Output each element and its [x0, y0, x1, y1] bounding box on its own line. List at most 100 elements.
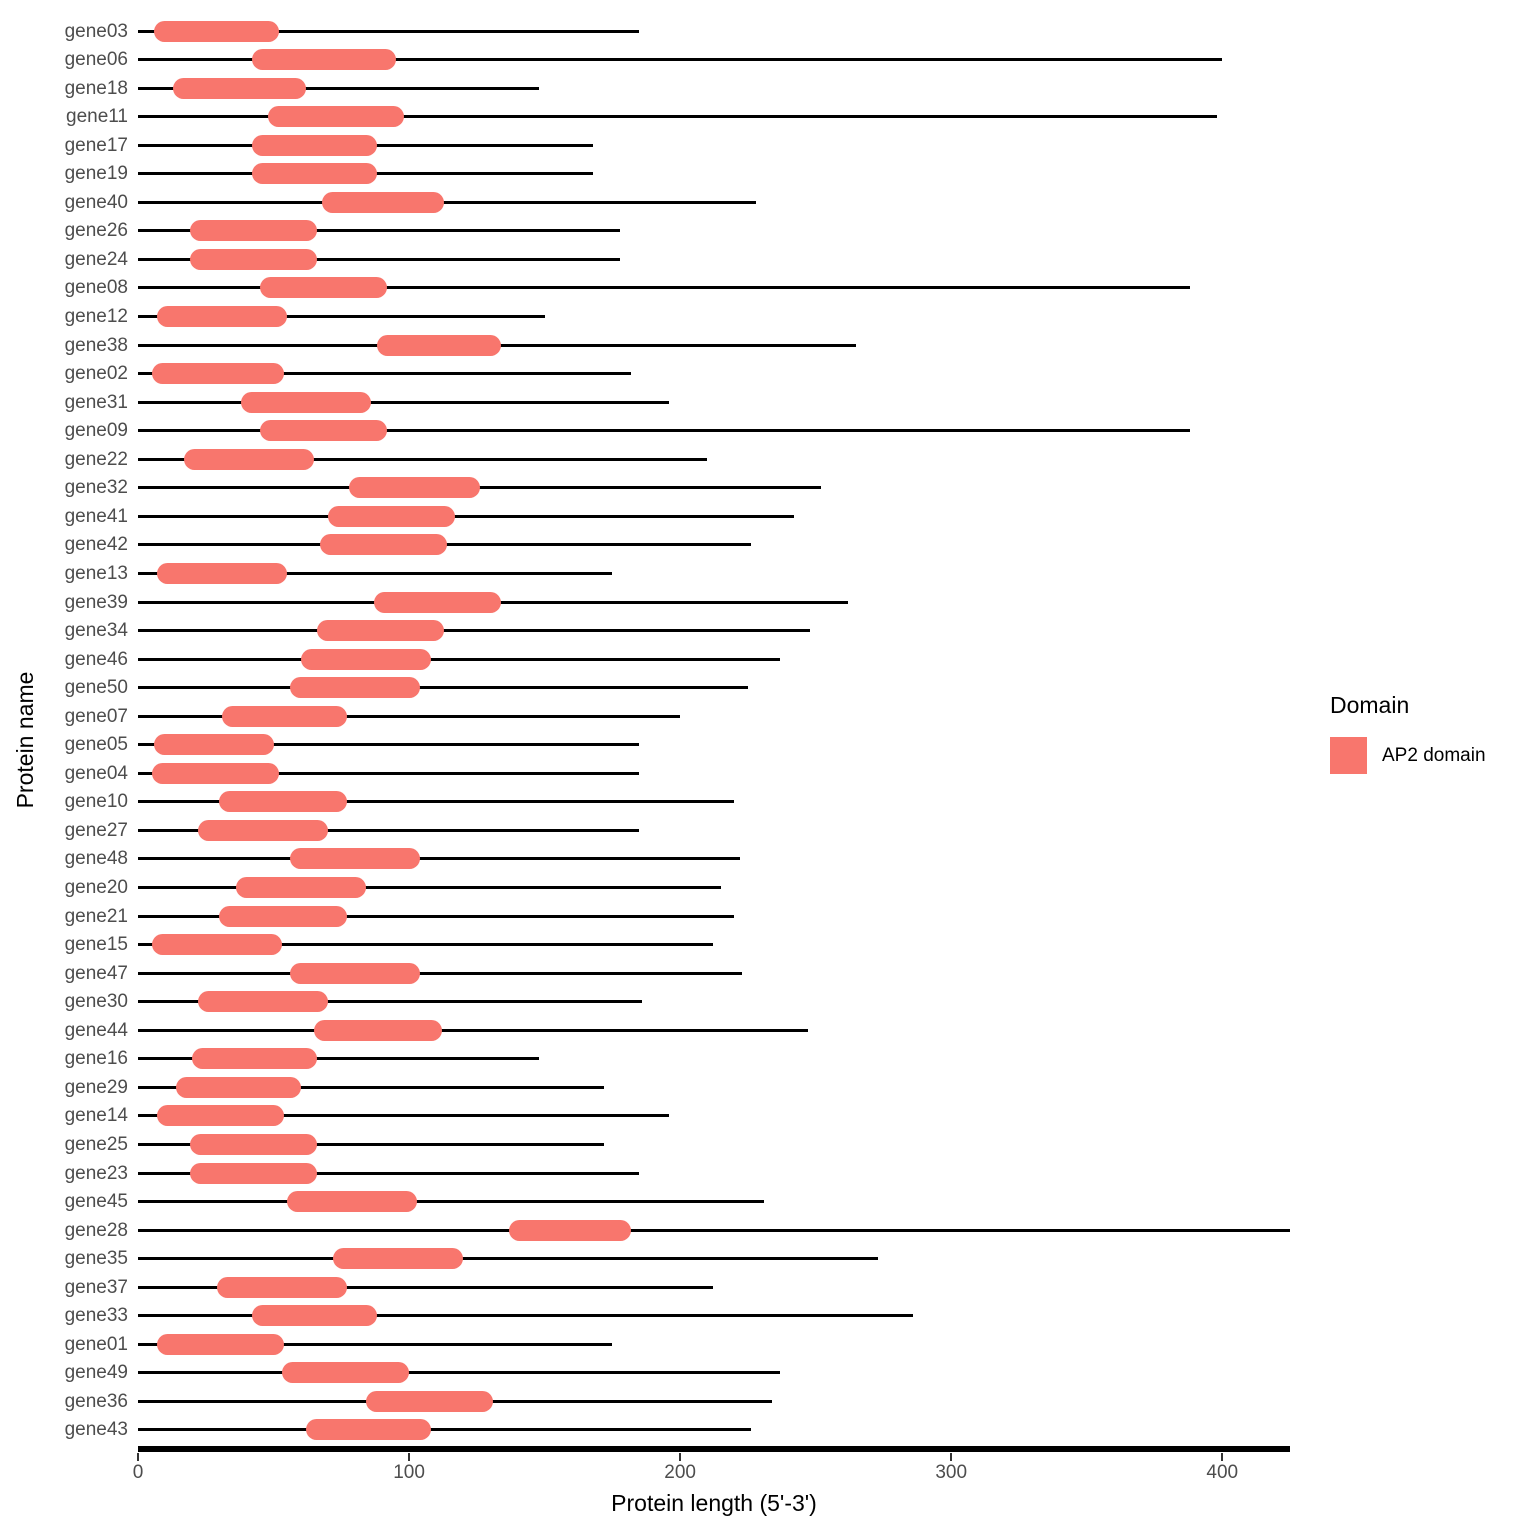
- ap2-domain-bar: [175, 1076, 301, 1098]
- legend-item: AP2 domain: [1330, 737, 1486, 774]
- ap2-domain-bar: [327, 505, 456, 527]
- ap2-domain-bar: [219, 791, 347, 813]
- x-tick-label: 400: [1206, 1462, 1239, 1483]
- y-axis-label-gene24: gene24: [64, 248, 128, 270]
- y-axis-label-gene03: gene03: [64, 20, 128, 42]
- ap2-domain-bar: [222, 705, 347, 727]
- protein-length-line: [138, 200, 756, 204]
- protein-length-line: [138, 486, 822, 490]
- ap2-domain-bar: [189, 220, 317, 242]
- y-axis-label-gene44: gene44: [64, 1019, 128, 1041]
- ap2-domain-bar: [173, 77, 307, 99]
- protein-length-line: [138, 58, 1223, 62]
- ap2-domain-bar: [268, 106, 404, 128]
- ap2-domain-bar: [154, 20, 279, 42]
- protein-length-line: [138, 571, 613, 575]
- ap2-domain-bar: [235, 877, 366, 898]
- protein-length-line: [138, 1028, 808, 1032]
- y-axis-label-gene43: gene43: [64, 1419, 128, 1441]
- protein-length-line: [138, 457, 708, 461]
- ap2-domain-bar: [373, 591, 502, 613]
- ap2-domain-bar: [216, 1276, 347, 1298]
- y-axis-label-gene28: gene28: [64, 1219, 128, 1241]
- ap2-domain-bar: [189, 1133, 317, 1155]
- ap2-domain-bar: [156, 1333, 285, 1355]
- legend-title: Domain: [1330, 692, 1410, 718]
- x-axis-title: Protein length (5'-3'): [611, 1490, 817, 1516]
- y-axis-label-gene40: gene40: [64, 191, 128, 213]
- y-axis-label-gene31: gene31: [64, 391, 128, 413]
- y-axis-label-gene33: gene33: [64, 1305, 128, 1327]
- x-tick-mark: [1220, 1453, 1224, 1461]
- ap2-domain-bar: [154, 734, 274, 756]
- protein-length-line: [138, 1314, 914, 1318]
- y-axis-label-gene09: gene09: [64, 420, 128, 442]
- ap2-domain-bar: [349, 477, 480, 499]
- protein-length-line: [138, 1200, 765, 1204]
- ap2-domain-bar: [241, 391, 372, 413]
- protein-length-line: [138, 886, 721, 889]
- y-axis-label-gene36: gene36: [64, 1390, 128, 1412]
- y-axis-label-gene42: gene42: [64, 534, 128, 556]
- y-axis-label-gene17: gene17: [64, 134, 128, 156]
- y-axis-label-gene22: gene22: [64, 448, 128, 470]
- x-axis-line: [138, 1446, 1290, 1452]
- protein-length-line: [138, 372, 632, 376]
- protein-length-line: [138, 714, 681, 718]
- x-tick-label: 300: [935, 1462, 968, 1483]
- ap2-domain-bar: [322, 191, 445, 213]
- ap2-domain-bar: [289, 677, 420, 699]
- protein-length-line: [138, 857, 740, 861]
- x-tick-mark: [136, 1453, 140, 1461]
- protein-length-line: [138, 1257, 878, 1261]
- ap2-domain-bar: [197, 991, 328, 1013]
- y-axis-label-gene50: gene50: [64, 677, 128, 699]
- protein-length-line: [138, 1000, 643, 1004]
- protein-length-line: [138, 828, 640, 832]
- ap2-domain-bar: [259, 277, 388, 299]
- ap2-domain-bar: [251, 134, 377, 156]
- y-axis-label-gene11: gene11: [66, 106, 128, 128]
- protein-length-line: [138, 257, 621, 261]
- y-axis-label-gene46: gene46: [64, 648, 128, 670]
- ap2-domain-bar: [289, 848, 420, 870]
- y-axis-label-gene47: gene47: [64, 962, 128, 984]
- ap2-domain-bar: [156, 1105, 285, 1127]
- protein-length-line: [138, 1114, 670, 1118]
- protein-length-line: [138, 315, 545, 318]
- ap2-domain-bar: [314, 1019, 442, 1041]
- ap2-domain-bar: [189, 1162, 317, 1184]
- ap2-domain-bar: [156, 562, 288, 584]
- protein-length-line: [138, 1142, 605, 1146]
- y-axis-label-gene05: gene05: [64, 734, 128, 756]
- ap2-domain-bar: [197, 819, 328, 841]
- protein-length-line: [138, 629, 811, 633]
- ap2-domain-bar: [259, 420, 388, 442]
- y-axis-label-gene10: gene10: [64, 791, 128, 813]
- y-axis-label-gene19: gene19: [64, 163, 128, 185]
- protein-length-line: [138, 429, 1190, 433]
- y-axis-label-gene04: gene04: [64, 762, 128, 784]
- y-axis-label-gene49: gene49: [64, 1362, 128, 1384]
- protein-length-line: [138, 657, 781, 661]
- x-tick-label: 0: [132, 1462, 144, 1483]
- x-tick-mark: [949, 1453, 953, 1461]
- y-axis-label-gene20: gene20: [64, 877, 128, 898]
- protein-length-line: [138, 800, 735, 804]
- protein-length-line: [138, 1342, 613, 1346]
- ap2-domain-bar: [251, 49, 396, 71]
- y-axis-label-gene02: gene02: [64, 363, 128, 385]
- ap2-domain-bar: [192, 1048, 317, 1070]
- x-tick-mark: [678, 1453, 682, 1461]
- x-tick-label: 100: [393, 1462, 425, 1483]
- protein-length-line: [138, 971, 743, 975]
- y-axis-label-gene34: gene34: [64, 620, 128, 642]
- ap2-domain-bar: [281, 1362, 410, 1384]
- ap2-domain-bar: [151, 363, 285, 385]
- protein-length-line: [138, 514, 794, 518]
- y-axis-label-gene13: gene13: [64, 562, 128, 584]
- x-tick-label: 200: [664, 1462, 696, 1483]
- y-axis-label-gene18: gene18: [64, 77, 128, 99]
- ap2-domain-bar: [251, 163, 377, 185]
